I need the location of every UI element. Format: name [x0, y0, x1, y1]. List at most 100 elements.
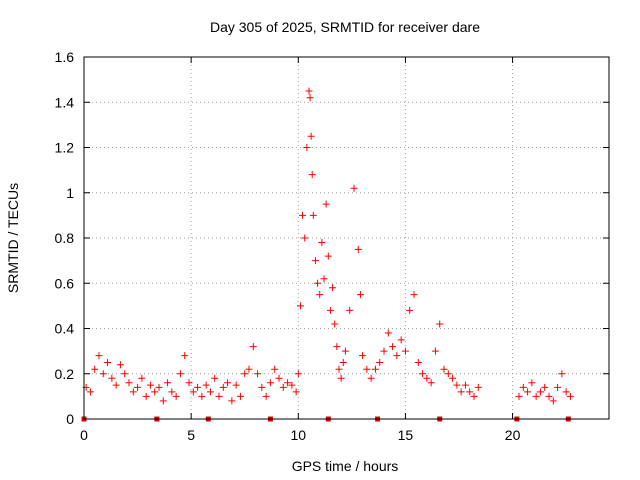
axis-ticks [83, 56, 609, 420]
data-point [545, 392, 553, 400]
x-axis-label: GPS time / hours [292, 458, 399, 474]
data-point [104, 358, 112, 366]
data-point [232, 381, 240, 389]
data-point [292, 388, 300, 396]
data-point [329, 284, 337, 292]
y-tick-labels: 0 0.2 0.4 0.6 0.8 1 1.2 1.4 1.6 [55, 49, 75, 427]
data-point [311, 257, 319, 265]
data-point [308, 171, 316, 179]
data-point [241, 370, 249, 378]
data-point [305, 87, 313, 95]
data-point [294, 370, 302, 378]
data-point [337, 374, 345, 382]
data-point [444, 370, 452, 378]
data-point [266, 379, 274, 387]
data-point [314, 279, 322, 287]
data-point [245, 365, 253, 373]
data-point [524, 388, 532, 396]
data-point [558, 370, 566, 378]
data-point [359, 352, 367, 360]
data-point [331, 320, 339, 328]
data-point [384, 329, 392, 337]
data-point [112, 381, 120, 389]
data-point [350, 184, 358, 192]
data-point [341, 347, 349, 355]
data-point [406, 306, 414, 314]
data-point [389, 343, 397, 351]
data-point [129, 388, 137, 396]
data-point [371, 365, 379, 373]
data-point [410, 291, 418, 299]
x-tick-label: 15 [398, 427, 414, 443]
data-point [142, 392, 150, 400]
data-point [324, 252, 332, 260]
data-point [258, 383, 266, 391]
data-point [470, 392, 478, 400]
data-point [515, 392, 523, 400]
y-tick-label: 1.2 [55, 140, 75, 156]
data-point [457, 388, 465, 396]
data-point [356, 291, 364, 299]
data-point [427, 379, 435, 387]
data-point [284, 379, 292, 387]
data-point [146, 381, 154, 389]
y-tick-label: 1.6 [55, 49, 75, 65]
data-point [172, 392, 180, 400]
y-tick-label: 0.6 [55, 275, 75, 291]
data-point [532, 392, 540, 400]
data-point [271, 365, 279, 373]
data-point [99, 370, 107, 378]
data-point [335, 365, 343, 373]
data-point [466, 388, 474, 396]
y-tick-label: 1 [66, 185, 74, 201]
grid [84, 57, 609, 419]
data-point [474, 383, 482, 391]
y-tick-label: 0.2 [55, 366, 75, 382]
y-tick-label: 0.4 [55, 321, 75, 337]
data-point [299, 211, 307, 219]
y-tick-label: 1.4 [55, 94, 75, 110]
data-point [562, 388, 570, 396]
data-point [219, 383, 227, 391]
y-tick-label: 0 [66, 411, 74, 427]
x-tick-label: 0 [80, 427, 88, 443]
y-axis-label: SRMTID / TECUs [5, 183, 21, 293]
data-point [339, 358, 347, 366]
data-point [228, 397, 236, 405]
data-point [431, 347, 439, 355]
data-point [138, 374, 146, 382]
data-point [91, 365, 99, 373]
data-point [164, 379, 172, 387]
data-point [322, 200, 330, 208]
data-point [198, 392, 206, 400]
data-point [376, 358, 384, 366]
data-point [309, 211, 317, 219]
data-point [303, 144, 311, 151]
data-point [134, 383, 142, 391]
data-point [249, 343, 257, 351]
data-point [125, 379, 133, 387]
data-point [275, 374, 283, 382]
data-point [306, 94, 314, 102]
x-tick-label: 5 [187, 427, 195, 443]
data-point [436, 320, 444, 328]
data-point [108, 374, 116, 382]
data-point [301, 234, 309, 242]
data-point [155, 383, 163, 391]
data-point [236, 392, 244, 400]
data-point [279, 383, 287, 391]
data-point [363, 365, 371, 373]
x-tick-label: 10 [290, 427, 306, 443]
data-point [206, 388, 214, 396]
data-point [326, 306, 334, 314]
data-point [215, 392, 223, 400]
data-point [116, 361, 124, 369]
data-point [549, 397, 557, 405]
data-point [519, 383, 527, 391]
data-point [296, 302, 304, 310]
data-point [189, 388, 197, 396]
data-point [95, 352, 103, 360]
data-point [318, 239, 326, 247]
chart-title: Day 305 of 2025, SRMTID for receiver dar… [210, 19, 480, 35]
x-tick-labels: 0 5 10 15 20 [80, 427, 520, 443]
